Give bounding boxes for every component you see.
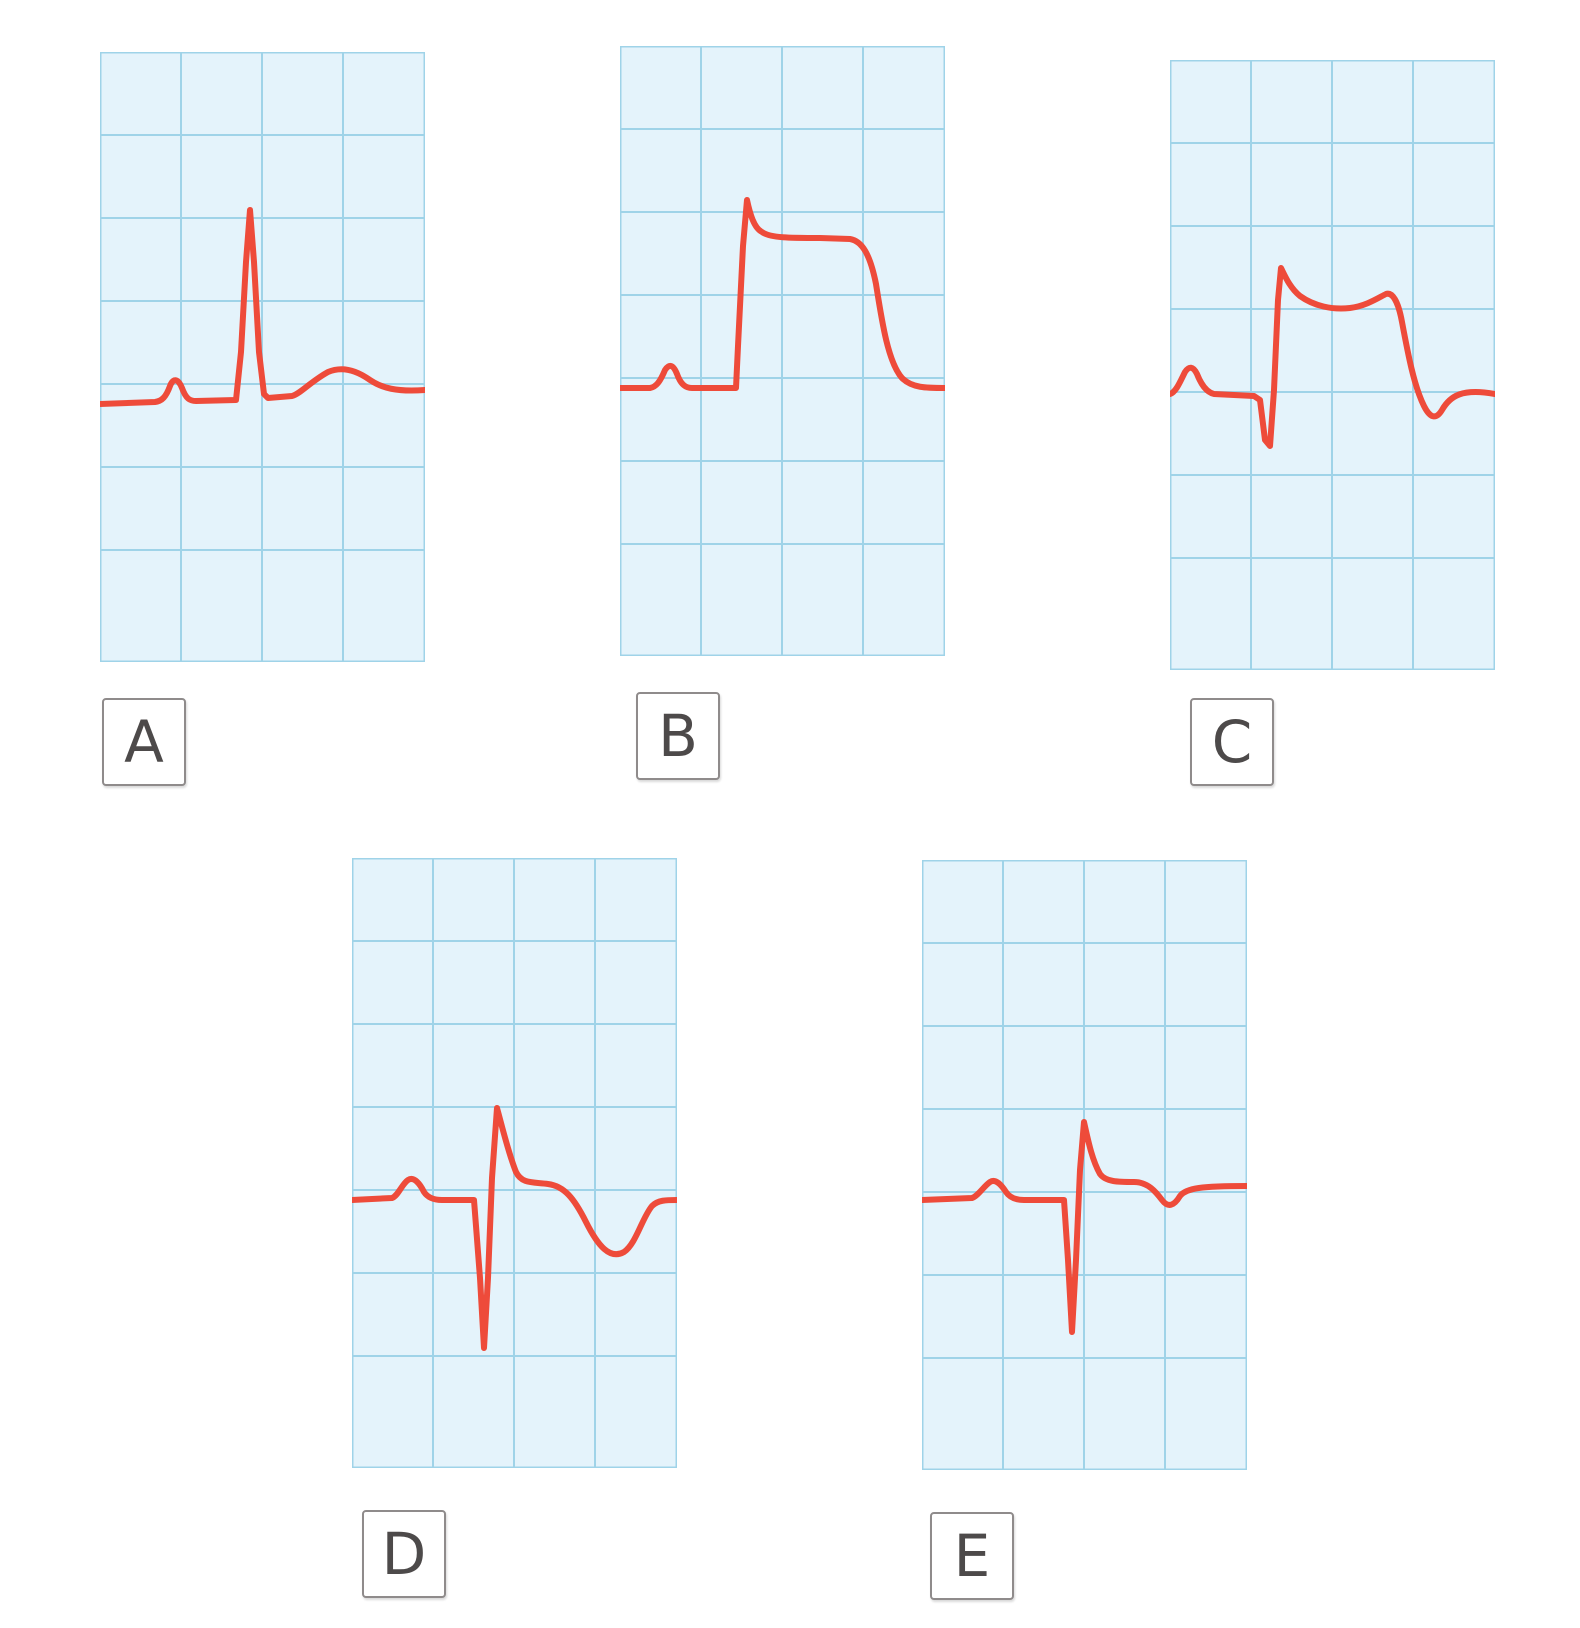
panel-label-a: A <box>102 698 186 786</box>
grid-lines-c <box>1170 60 1495 670</box>
grid-lines-b <box>620 46 945 656</box>
ecg-panel-e <box>922 860 1247 1470</box>
panel-label-b: B <box>636 692 720 780</box>
ecg-grid-c <box>1170 60 1495 670</box>
panel-label-d: D <box>362 1510 446 1598</box>
waveform-a <box>100 207 425 407</box>
grid-lines-d <box>352 858 677 1468</box>
ecg-panel-c <box>1170 60 1495 670</box>
ecg-grid-a <box>100 52 425 662</box>
waveform-d <box>352 1105 677 1351</box>
ecg-grid-b <box>620 46 945 656</box>
panel-label-e: E <box>930 1512 1014 1600</box>
waveform-c <box>1170 265 1495 449</box>
panel-label-c: C <box>1190 698 1274 786</box>
waveform-e <box>922 1119 1247 1335</box>
ecg-panel-a <box>100 52 425 662</box>
ecg-panel-b <box>620 46 945 656</box>
ecg-panel-d <box>352 858 677 1468</box>
ecg-grid-d <box>352 858 677 1468</box>
waveform-b <box>620 197 945 391</box>
ecg-grid-e <box>922 860 1247 1470</box>
